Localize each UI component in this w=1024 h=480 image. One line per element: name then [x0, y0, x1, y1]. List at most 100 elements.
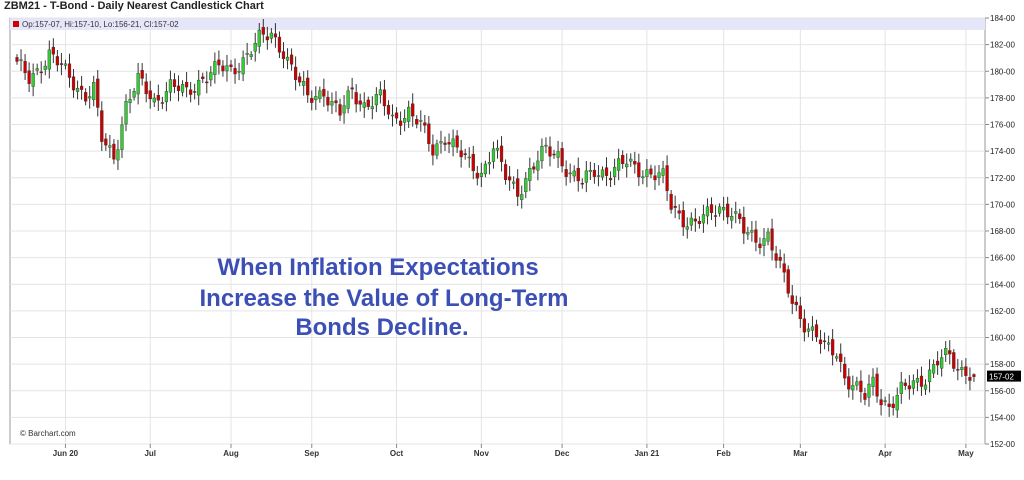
candle	[499, 136, 504, 172]
candle	[273, 23, 278, 48]
candle-body-down	[366, 99, 370, 107]
candle	[269, 28, 273, 44]
candle	[43, 60, 47, 76]
candle-body-down	[532, 166, 536, 170]
candle	[156, 84, 160, 111]
candle	[249, 51, 253, 60]
candle-body-up	[544, 144, 548, 147]
candle-body-up	[47, 49, 51, 70]
candles	[15, 18, 976, 418]
candle	[92, 75, 96, 107]
candle	[298, 72, 302, 87]
candle-body-down	[499, 145, 504, 162]
candle-body-down	[677, 210, 681, 214]
candle	[750, 220, 754, 242]
candle-body-up	[370, 106, 374, 110]
candle	[588, 161, 592, 180]
candle	[257, 22, 261, 54]
candle-body-down	[936, 360, 940, 366]
candle	[213, 52, 217, 84]
x-tick-label: Apr	[878, 449, 892, 458]
candle	[265, 26, 269, 50]
candle-body-up	[960, 367, 964, 371]
candle	[956, 358, 960, 381]
candle-body-up	[342, 105, 346, 114]
candle-body-up	[600, 169, 605, 178]
candle	[439, 130, 443, 154]
candle-body-up	[374, 94, 378, 106]
candle-body-down	[398, 120, 403, 126]
candle	[806, 323, 811, 338]
candle-body-down	[326, 96, 330, 106]
candle	[516, 169, 520, 206]
candle	[330, 92, 334, 115]
candle	[176, 75, 181, 102]
candle-body-up	[540, 145, 544, 162]
annotation-line-2: Increase the Value of Long-Term	[200, 285, 569, 312]
candle-body-down	[140, 70, 144, 79]
candle	[758, 237, 762, 255]
candle-body-down	[382, 89, 387, 107]
candle	[879, 389, 883, 416]
candle	[15, 54, 19, 65]
candle-body-down	[919, 375, 924, 387]
candle	[419, 110, 423, 132]
x-tick-label: Jul	[144, 449, 156, 458]
candle-body-up	[419, 120, 423, 122]
candle-body-up	[491, 148, 496, 162]
candle-body-down	[265, 36, 269, 41]
y-tick-label: 182-00	[990, 41, 1015, 50]
candle-body-down	[580, 182, 584, 185]
candle-body-up	[253, 42, 257, 52]
candle	[229, 59, 233, 72]
candle	[459, 139, 463, 168]
candle	[524, 172, 528, 199]
candle-body-down	[633, 161, 637, 165]
candle-body-up	[588, 169, 592, 172]
credit-text: © Barchart.com	[20, 429, 76, 438]
candle-body-up	[407, 106, 411, 122]
candle-body-up	[43, 65, 47, 70]
candle-body-up	[495, 147, 500, 151]
candle	[843, 356, 847, 386]
candle-body-down	[738, 213, 742, 220]
candle	[762, 227, 766, 257]
candle-body-up	[128, 99, 132, 104]
candle-body-down	[604, 167, 609, 176]
candle	[124, 94, 128, 132]
candle	[604, 157, 609, 187]
candle-body-up	[612, 166, 617, 177]
candle-body-up	[180, 84, 185, 93]
candle	[826, 335, 831, 352]
candle	[713, 205, 718, 227]
candle-body-down	[221, 65, 225, 72]
candle-body-up	[556, 151, 560, 158]
candle-body-down	[201, 76, 205, 80]
candle	[899, 371, 903, 404]
candle-body-down	[637, 162, 641, 178]
x-tick-label: Oct	[390, 449, 404, 458]
candle-body-up	[524, 178, 528, 192]
candle	[427, 116, 431, 152]
candle	[180, 80, 185, 97]
candle-body-down	[423, 122, 427, 126]
candle	[197, 70, 201, 106]
candle-body-up	[895, 395, 899, 411]
candle	[415, 115, 419, 129]
candle	[617, 148, 621, 181]
candle	[612, 158, 617, 186]
candle-body-up	[249, 54, 253, 57]
candle	[370, 96, 374, 120]
candle-body-down	[903, 382, 907, 386]
candle	[451, 129, 455, 157]
candle-body-up	[318, 90, 322, 99]
candle-body-down	[463, 153, 467, 155]
candle-body-up	[237, 71, 241, 73]
candle-body-up	[746, 232, 750, 235]
candle-body-down	[229, 64, 233, 68]
candle	[701, 204, 706, 233]
candle-body-down	[831, 339, 835, 356]
x-tick-label: Jan 21	[634, 449, 659, 458]
y-tick-label: 172-00	[990, 174, 1015, 183]
candle-body-down	[112, 143, 116, 160]
